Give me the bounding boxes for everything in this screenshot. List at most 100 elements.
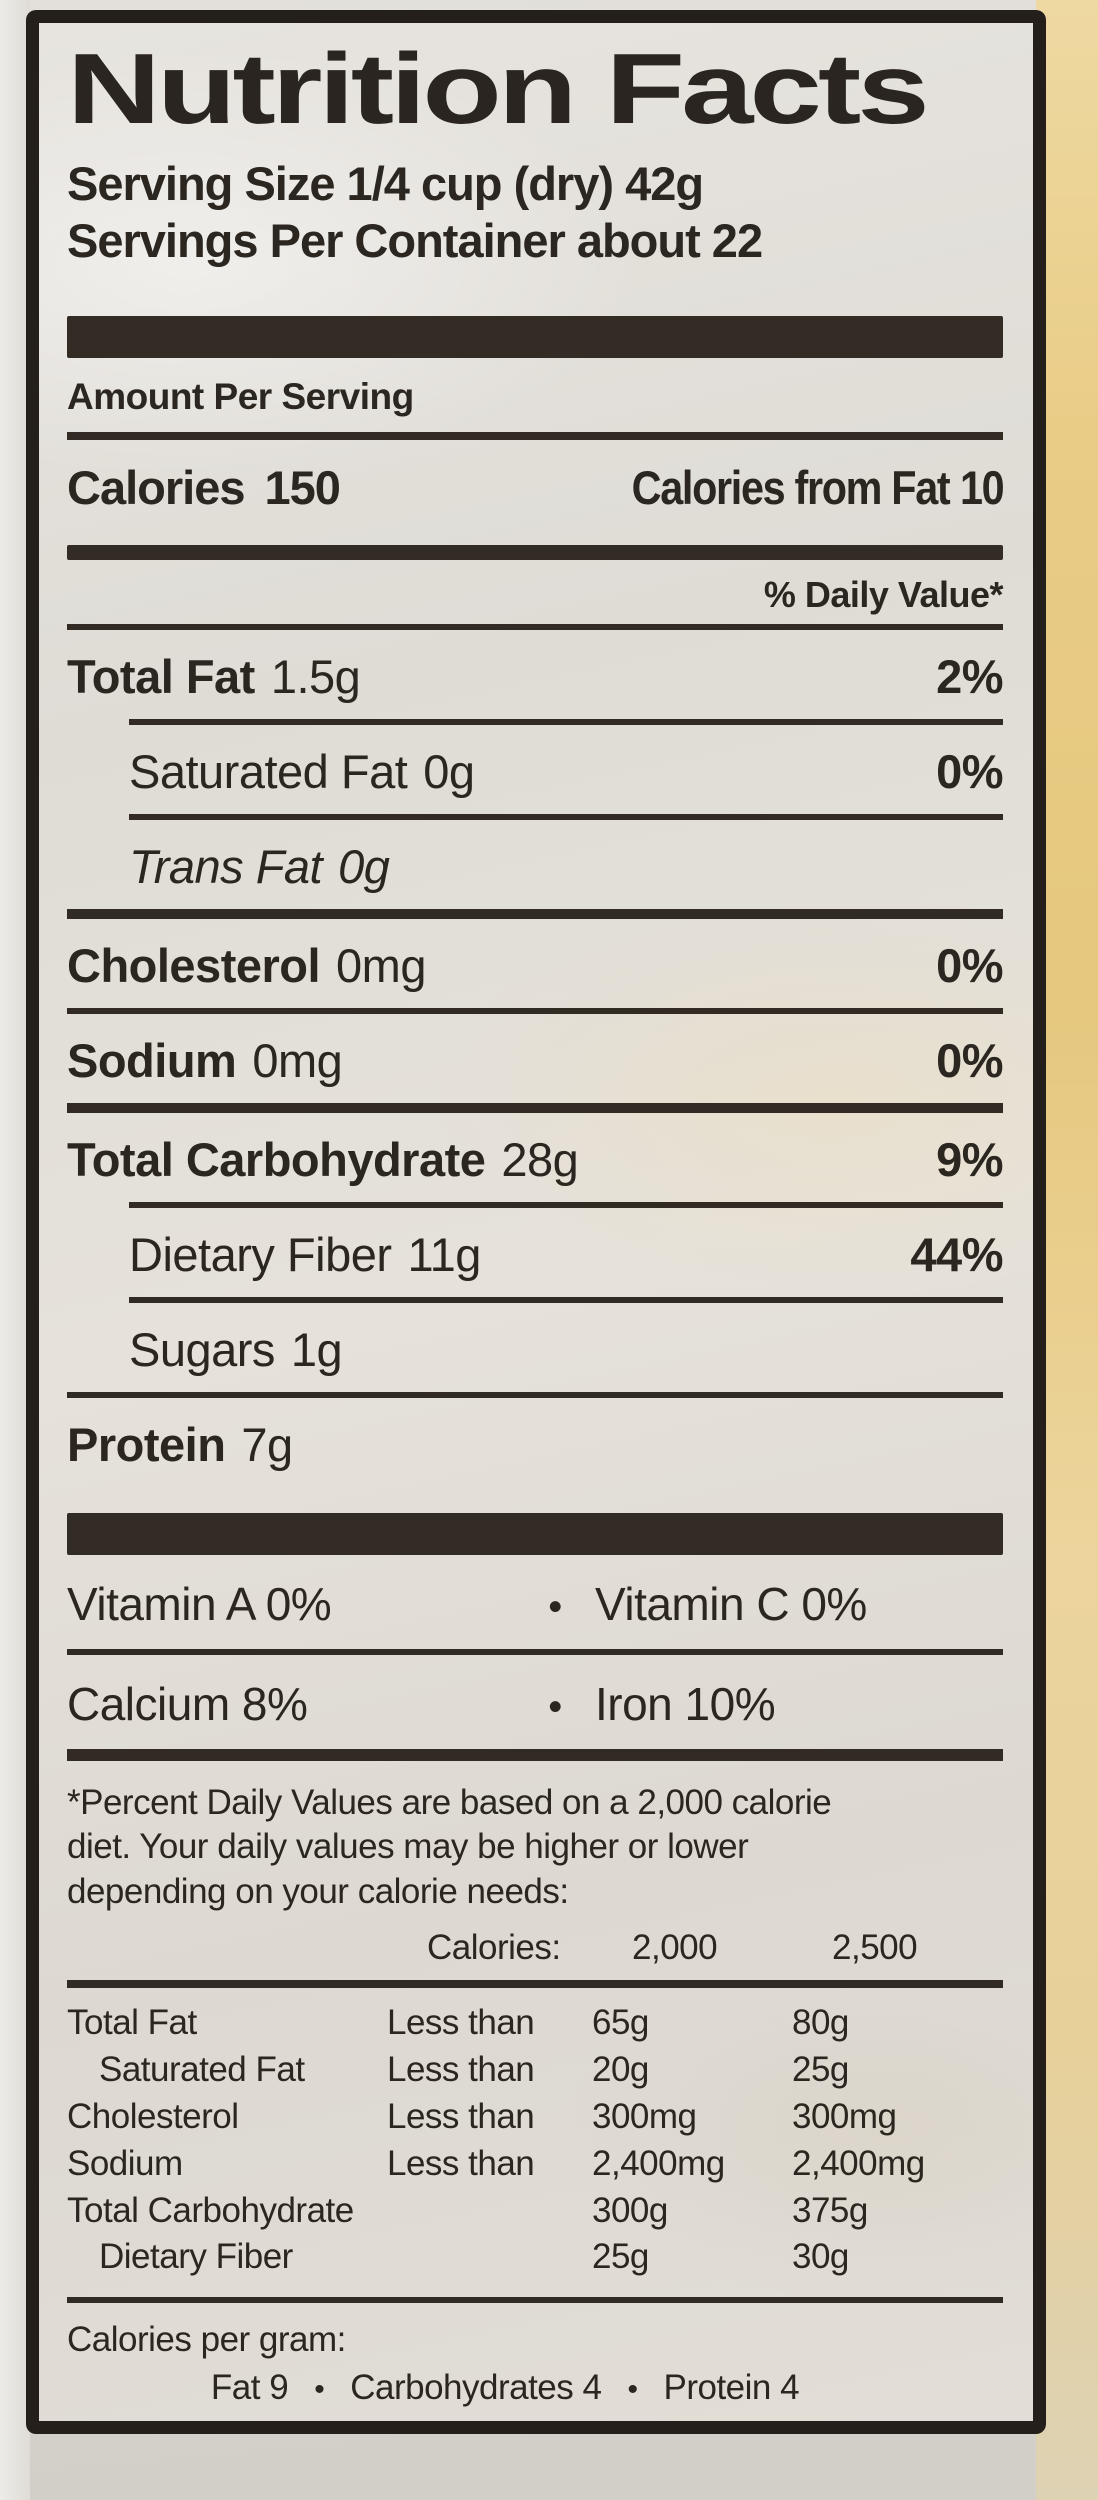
divider-line — [67, 1748, 1003, 1761]
label-title: Nutrition Facts — [67, 33, 930, 145]
row-value-2000: 65g — [592, 2002, 649, 2042]
vitamin-a-value: Vitamin A 0% — [67, 1577, 332, 1630]
nutrient-name: Sodium — [67, 1033, 237, 1087]
nutrient-amount: 7g — [241, 1417, 293, 1471]
divider-line — [67, 431, 1003, 440]
row-qualifier: Less than — [387, 2143, 535, 2183]
header-calories: Calories: — [427, 1928, 561, 1968]
nutrient-name: Dietary Fiber — [129, 1227, 392, 1281]
footnote-line: depending on your calorie needs: — [67, 1872, 569, 1912]
row-qualifier: Less than — [387, 2002, 535, 2042]
nutrient-amount: 28g — [501, 1132, 579, 1186]
nutrient-row-protein: Protein 7g — [67, 1398, 1003, 1487]
iron-value: Iron 10% — [595, 1677, 776, 1730]
table-row-dietary-fiber: Dietary Fiber 25g 30g — [67, 2234, 1003, 2281]
package-contents-right — [1036, 0, 1098, 2500]
divider-line — [129, 813, 1003, 820]
carbohydrates-per-gram: Carbohydrates 4 — [350, 2367, 602, 2407]
header-2000: 2,000 — [632, 1928, 718, 1968]
nutrient-name: Saturated Fat — [129, 744, 408, 798]
package-left-edge — [0, 0, 30, 2500]
calories-from-fat-label: Calories from Fat — [631, 460, 950, 514]
row-value-2000: 2,400mg — [592, 2143, 725, 2183]
footnote-line: diet. Your daily values may be higher or… — [67, 1827, 749, 1867]
nutrient-daily-value: 0% — [936, 938, 1003, 992]
calories-label: Calories — [67, 460, 245, 514]
divider-line — [129, 1201, 1003, 1208]
table-header-row: Calories: 2,000 2,500 — [67, 1925, 1003, 1972]
bullet-separator: • — [314, 2372, 325, 2406]
nutrient-amount: 11g — [407, 1227, 482, 1281]
nutrient-name: Total Fat — [67, 649, 255, 703]
nutrient-row-cholesterol: Cholesterol 0mg 0% — [67, 919, 1003, 1008]
row-value-2500: 2,400mg — [792, 2143, 925, 2183]
nutrition-facts-label: Nutrition Facts Serving Size 1/4 cup (dr… — [26, 10, 1046, 2434]
nutrient-amount: 0g — [423, 744, 475, 798]
bullet-separator: • — [627, 2372, 638, 2406]
row-name: Saturated Fat — [99, 2049, 305, 2089]
thick-divider-bar — [67, 315, 1003, 358]
nutrient-row-saturated-fat: Saturated Fat 0g 0% — [67, 725, 1003, 814]
row-value-2000: 300mg — [592, 2096, 697, 2136]
amount-per-serving-heading: Amount Per Serving — [67, 375, 414, 417]
medium-divider-bar — [67, 544, 1003, 560]
calories-from-fat-value: 10 — [959, 460, 1005, 514]
nutrient-daily-value: 9% — [936, 1132, 1003, 1186]
row-value-2000: 300g — [592, 2190, 668, 2230]
row-qualifier: Less than — [387, 2049, 535, 2089]
calories-row: Calories 150 Calories from Fat 10 — [67, 440, 1005, 531]
calories-per-gram-label: Calories per gram: — [67, 2320, 346, 2360]
divider-line — [67, 1007, 1003, 1014]
row-name: Cholesterol — [67, 2096, 239, 2136]
table-row-sodium: Sodium Less than 2,400mg 2,400mg — [67, 2141, 1003, 2188]
nutrient-row-dietary-fiber: Dietary Fiber 11g 44% — [67, 1208, 1003, 1297]
vitamin-row-calcium-iron: Calcium 8% • Iron 10% — [67, 1655, 1003, 1749]
protein-per-gram: Protein 4 — [663, 2367, 800, 2407]
bullet-separator: • — [548, 1584, 562, 1629]
divider-line — [67, 1102, 1003, 1113]
divider-line — [67, 623, 1003, 630]
row-value-2000: 25g — [592, 2237, 649, 2277]
row-value-2500: 80g — [792, 2002, 849, 2042]
daily-value-footnote: *Percent Daily Values are based on a 2,0… — [67, 1781, 1003, 1915]
nutrient-amount: 0mg — [336, 938, 426, 992]
divider-line — [129, 1296, 1003, 1303]
nutrient-name: Cholesterol — [67, 938, 321, 992]
row-value-2500: 375g — [792, 2190, 868, 2230]
nutrient-name: Trans Fat — [129, 839, 323, 893]
vitamin-c-value: Vitamin C 0% — [595, 1577, 867, 1630]
row-value-2500: 25g — [792, 2049, 849, 2089]
divider-line — [67, 1391, 1003, 1398]
servings-per-container-line: Servings Per Container about 22 — [67, 214, 763, 268]
fat-per-gram: Fat 9 — [210, 2367, 289, 2407]
table-divider-line — [67, 1979, 1003, 1988]
row-value-2500: 300mg — [792, 2096, 897, 2136]
nutrient-amount: 0mg — [252, 1033, 343, 1087]
row-name: Dietary Fiber — [99, 2237, 293, 2277]
calories-from-fat-group: Calories from Fat 10 — [631, 460, 1005, 515]
bullet-separator: • — [548, 1684, 562, 1729]
nutrient-row-sodium: Sodium 0mg 0% — [67, 1014, 1003, 1103]
row-value-2000: 20g — [592, 2049, 649, 2089]
daily-value-reference-table: Calories: 2,000 2,500 Total Fat Less tha… — [67, 1925, 1003, 2281]
nutrient-amount: 0g — [338, 839, 390, 893]
calories-value-group: Calories 150 — [67, 460, 341, 515]
nutrient-name: Protein — [67, 1417, 226, 1471]
row-name: Total Fat — [67, 2002, 197, 2042]
serving-size-line: Serving Size 1/4 cup (dry) 42g — [67, 157, 704, 210]
vitamin-row-a-c: Vitamin A 0% • Vitamin C 0% — [67, 1555, 1003, 1649]
calcium-value: Calcium 8% — [67, 1677, 308, 1730]
calories-per-gram-values: Fat 9 • Carbohydrates 4 • Protein 4 — [67, 2365, 1003, 2411]
divider-line — [129, 718, 1003, 725]
divider-line — [67, 1648, 1003, 1655]
nutrient-daily-value: 44% — [910, 1227, 1003, 1281]
nutrient-row-trans-fat: Trans Fat 0g — [67, 820, 1003, 909]
nutrient-daily-value: 0% — [936, 744, 1003, 798]
nutrient-amount: 1g — [290, 1322, 343, 1376]
nutrient-row-total-fat: Total Fat 1.5g 2% — [67, 630, 1003, 719]
table-row-total-carbohydrate: Total Carbohydrate 300g 375g — [67, 2188, 1003, 2235]
calories-value: 150 — [264, 460, 340, 514]
nutrient-row-sugars: Sugars 1g — [67, 1303, 1003, 1392]
nutrient-amount: 1.5g — [270, 649, 361, 703]
